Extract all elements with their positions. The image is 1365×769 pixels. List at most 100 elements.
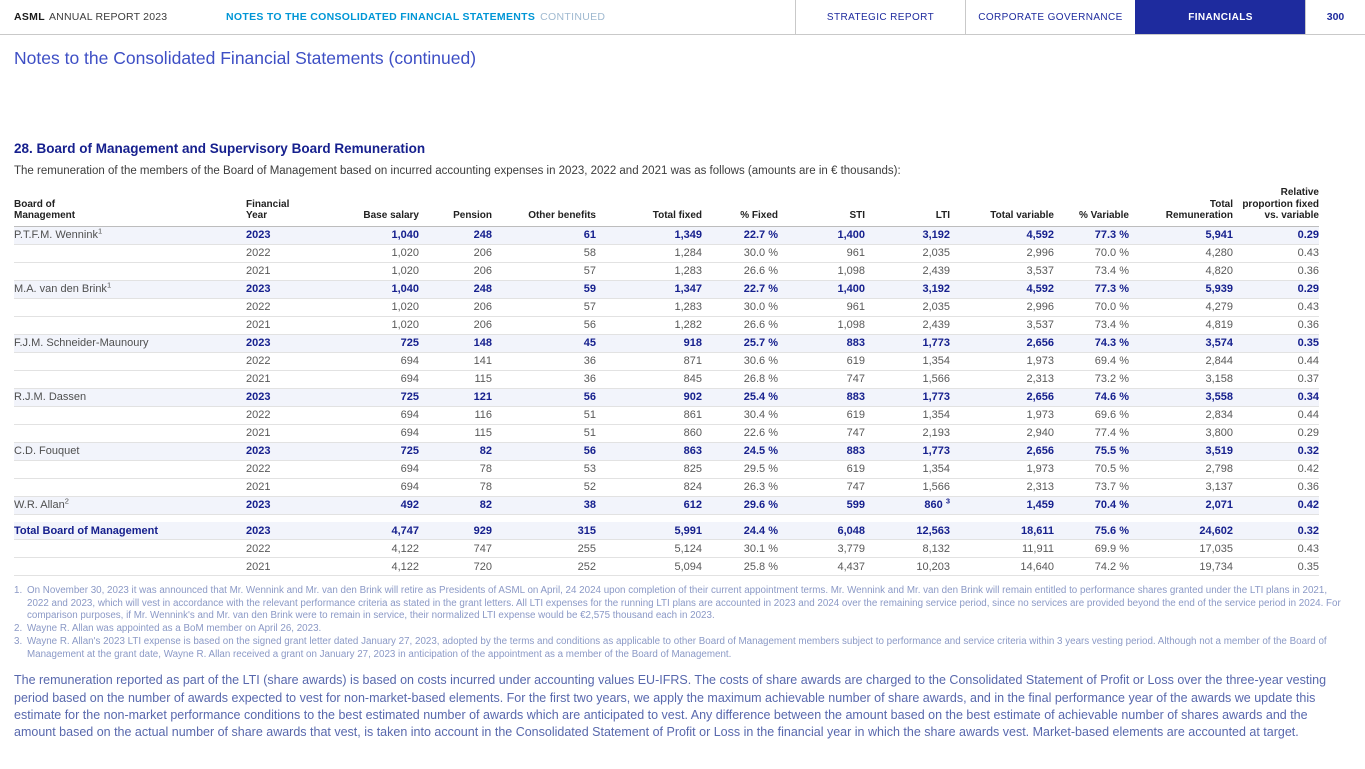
table-cell: 0.36 <box>1233 478 1319 497</box>
table-cell: 599 <box>778 496 865 515</box>
table-cell: 3,192 <box>865 226 950 245</box>
table-cell: 694 <box>321 478 419 497</box>
table-cell: 1,020 <box>321 316 419 335</box>
table-cell: 1,973 <box>950 460 1054 479</box>
table-cell: 1,020 <box>321 244 419 263</box>
table-cell: 75.5 % <box>1054 442 1129 461</box>
table-cell: 2,313 <box>950 370 1054 389</box>
table-row: 2021 694 78 52 824 26.3 % 747 1,566 2,313 73.7 % 3… <box>14 478 1319 497</box>
table-cell: 5,094 <box>596 557 702 576</box>
table-header-row: Board of Management Financial Year Base sa… <box>14 185 1319 226</box>
table-row: 2021 1,020 206 57 1,283 26.6 % 1,098 2,439 3,537… <box>14 262 1319 281</box>
table-cell: 861 <box>596 406 702 425</box>
table-row: 2022 694 78 53 825 29.5 % 619 1,354 1,973 70.5 % 2… <box>14 460 1319 479</box>
table-cell: 25.4 % <box>702 388 778 407</box>
table-cell: 0.29 <box>1233 424 1319 443</box>
table-cell: 2,035 <box>865 298 950 317</box>
table-cell: 1,098 <box>778 316 865 335</box>
table-cell: 70.4 % <box>1054 496 1129 515</box>
table-cell: 845 <box>596 370 702 389</box>
table-cell: 3,800 <box>1129 424 1233 443</box>
page-title: Notes to the Consolidated Financial Stat… <box>14 48 477 68</box>
member-name: P.T.F.M. Wennink1 <box>14 226 246 245</box>
table-cell: 252 <box>492 557 596 576</box>
table-cell: 24.4 % <box>702 522 778 540</box>
table-cell: 70.0 % <box>1054 244 1129 263</box>
table-cell: 4,279 <box>1129 298 1233 317</box>
footnote-number: 1. <box>14 585 23 596</box>
table-cell: 56 <box>492 442 596 461</box>
table-cell: 38 <box>492 496 596 515</box>
table-cell: 73.4 % <box>1054 262 1129 281</box>
closing-paragraph: The remuneration reported as part of the… <box>14 673 1327 740</box>
table-cell: 73.4 % <box>1054 316 1129 335</box>
table-cell: 45 <box>492 334 596 353</box>
table-row: 2022 694 141 36 871 30.6 % 619 1,354 1,973 69.4 %… <box>14 352 1319 371</box>
document-title: NOTES TO THE CONSOLIDATED FINANCIAL STAT… <box>226 11 536 23</box>
table-cell: 1,347 <box>596 280 702 299</box>
table-cell: 148 <box>419 334 492 353</box>
table-cell: 0.44 <box>1233 406 1319 425</box>
table-row: 2021 4,122 720 252 5,094 25.8 % 4,437 10,203 14,… <box>14 557 1319 576</box>
table-cell: 0.36 <box>1233 262 1319 281</box>
table-cell: 0.36 <box>1233 316 1319 335</box>
table-cell: 4,820 <box>1129 262 1233 281</box>
table-cell: 4,280 <box>1129 244 1233 263</box>
table-cell: 58 <box>492 244 596 263</box>
table-cell: 1,566 <box>865 370 950 389</box>
tab-corporate-governance[interactable]: CORPORATE GOVERNANCE <box>965 0 1135 34</box>
member-name <box>14 370 246 389</box>
brand-subtitle: ANNUAL REPORT 2023 <box>48 11 168 23</box>
financial-year: 2022 <box>246 244 321 263</box>
financial-year: 2021 <box>246 316 321 335</box>
table-cell: 36 <box>492 370 596 389</box>
member-name <box>14 539 246 558</box>
table-cell: 4,122 <box>321 557 419 576</box>
table-cell: 26.6 % <box>702 316 778 335</box>
table-row: 2022 1,020 206 57 1,283 30.0 % 961 2,035 2,996 70… <box>14 298 1319 317</box>
table-cell: 69.4 % <box>1054 352 1129 371</box>
top-nav: STRATEGIC REPORT CORPORATE GOVERNANCE FINA… <box>795 0 1305 34</box>
member-name <box>14 298 246 317</box>
table-cell: 5,991 <box>596 522 702 540</box>
table-cell: 2,656 <box>950 388 1054 407</box>
table-cell: 255 <box>492 539 596 558</box>
table-cell: 24,602 <box>1129 522 1233 540</box>
table-cell: 116 <box>419 406 492 425</box>
intro-paragraph: The remuneration of the members of the B… <box>14 165 901 177</box>
table-cell: 5,939 <box>1129 280 1233 299</box>
table-cell: 883 <box>778 388 865 407</box>
table-cell: 824 <box>596 478 702 497</box>
table-cell: 2,940 <box>950 424 1054 443</box>
table-cell: 0.32 <box>1233 442 1319 461</box>
member-name: W.R. Allan2 <box>14 496 246 515</box>
table-cell: 2,313 <box>950 478 1054 497</box>
table-cell: 59 <box>492 280 596 299</box>
table-cell: 30.0 % <box>702 244 778 263</box>
column-header: Relative proportion fixed vs. variable <box>1242 187 1319 221</box>
table-cell: 11,911 <box>950 539 1054 558</box>
tab-financials[interactable]: FINANCIALS <box>1135 0 1305 34</box>
table-cell: 30.1 % <box>702 539 778 558</box>
financial-year: 2022 <box>246 352 321 371</box>
table-cell: 1,566 <box>865 478 950 497</box>
table-cell: 1,040 <box>321 280 419 299</box>
table-cell: 694 <box>321 352 419 371</box>
table-cell: 747 <box>778 478 865 497</box>
table-cell: 73.7 % <box>1054 478 1129 497</box>
table-cell: 56 <box>492 388 596 407</box>
table-spacer-row <box>14 514 1319 522</box>
table-cell: 77.3 % <box>1054 280 1129 299</box>
table-cell: 1,400 <box>778 280 865 299</box>
table-cell: 78 <box>419 478 492 497</box>
table-row: 2021 1,020 206 56 1,282 26.6 % 1,098 2,439 3,537… <box>14 316 1319 335</box>
table-cell: 206 <box>419 316 492 335</box>
table-cell: 1,973 <box>950 352 1054 371</box>
table-cell: 929 <box>419 522 492 540</box>
table-row: R.J.M. Dassen 2023 725 121 56 902 25.4 % 883 1,7… <box>14 388 1319 407</box>
table-cell: 720 <box>419 557 492 576</box>
footnote-text: On November 30, 2023 it was announced th… <box>27 585 1341 622</box>
financial-year: 2023 <box>246 388 321 407</box>
table-cell: 121 <box>419 388 492 407</box>
tab-strategic-report[interactable]: STRATEGIC REPORT <box>795 0 965 34</box>
